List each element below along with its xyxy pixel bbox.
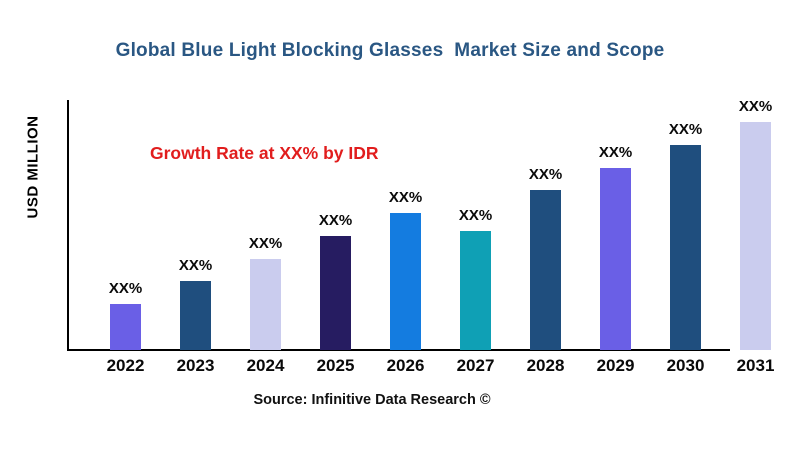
x-tick-label-2024: 2024 xyxy=(246,356,285,375)
bar-2024 xyxy=(250,259,281,350)
bar-2023 xyxy=(180,281,211,350)
x-tick-label-2029: 2029 xyxy=(596,356,635,375)
x-tick-label-2026: 2026 xyxy=(386,356,425,375)
bar-value-label-2031: XX% xyxy=(738,98,773,115)
bar-value-label-2024: XX% xyxy=(248,235,283,252)
x-tick-label-2030: 2030 xyxy=(666,356,705,375)
x-axis-line xyxy=(67,349,730,351)
bar-value-label-2030: XX% xyxy=(668,121,703,138)
growth-rate-annotation: Growth Rate at XX% by IDR xyxy=(150,143,379,163)
bar-2029 xyxy=(600,168,631,350)
bar-value-label-2022: XX% xyxy=(108,280,143,297)
bar-value-label-2025: XX% xyxy=(318,212,353,229)
x-tick-label-2023: 2023 xyxy=(176,356,215,375)
bar-value-label-2029: XX% xyxy=(598,144,633,161)
x-tick-label-2025: 2025 xyxy=(316,356,355,375)
bar-2028 xyxy=(530,190,561,350)
bar-2027 xyxy=(460,231,491,350)
bar-value-label-2028: XX% xyxy=(528,166,563,183)
bar-2031 xyxy=(740,122,771,350)
bar-2022 xyxy=(110,304,141,350)
bar-value-label-2026: XX% xyxy=(388,189,423,206)
x-tick-label-2031: 2031 xyxy=(736,356,775,375)
y-axis-label: USD MILLION xyxy=(24,115,42,219)
bar-2030 xyxy=(670,145,701,350)
x-tick-label-2022: 2022 xyxy=(106,356,145,375)
x-tick-label-2028: 2028 xyxy=(526,356,565,375)
bar-2026 xyxy=(390,213,421,350)
chart-title: Global Blue Light Blocking Glasses Marke… xyxy=(115,40,665,61)
x-tick-label-2027: 2027 xyxy=(456,356,495,375)
bar-2025 xyxy=(320,236,351,350)
bar-value-label-2027: XX% xyxy=(458,207,493,224)
source-credit: Source: Infinitive Data Research © xyxy=(253,392,491,408)
bar-value-label-2023: XX% xyxy=(178,257,213,274)
y-axis-line xyxy=(67,100,69,351)
